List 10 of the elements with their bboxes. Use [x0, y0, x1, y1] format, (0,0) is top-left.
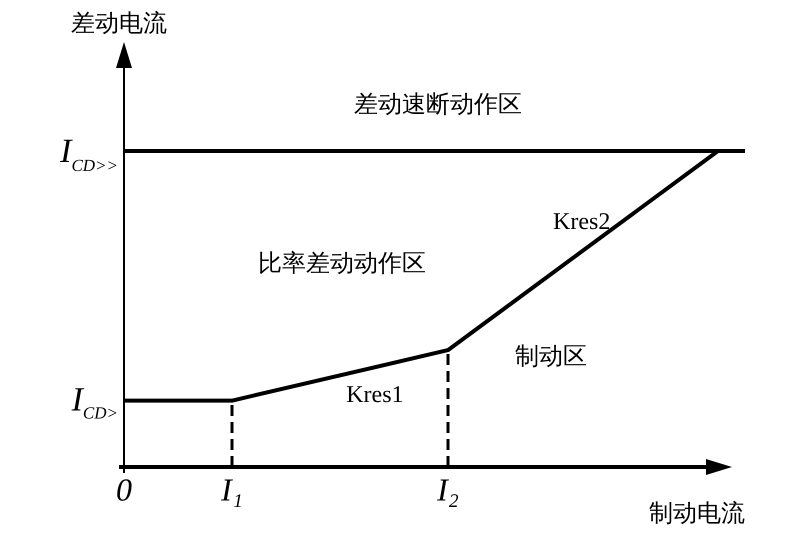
x-tick-label: 0	[116, 472, 132, 508]
x-tick-label: I₁	[220, 472, 243, 508]
y-axis-title: 差动电流	[71, 10, 167, 37]
annotation: 制动区	[515, 344, 588, 370]
x-axis-title: 制动电流	[649, 500, 745, 527]
annotation: 比率差动动作区	[258, 250, 426, 277]
x-tick-label: I₂	[436, 472, 459, 508]
annotation: Kres1	[346, 382, 404, 408]
annotation: Kres2	[553, 208, 610, 235]
text: 差动速断动作区	[354, 92, 522, 118]
